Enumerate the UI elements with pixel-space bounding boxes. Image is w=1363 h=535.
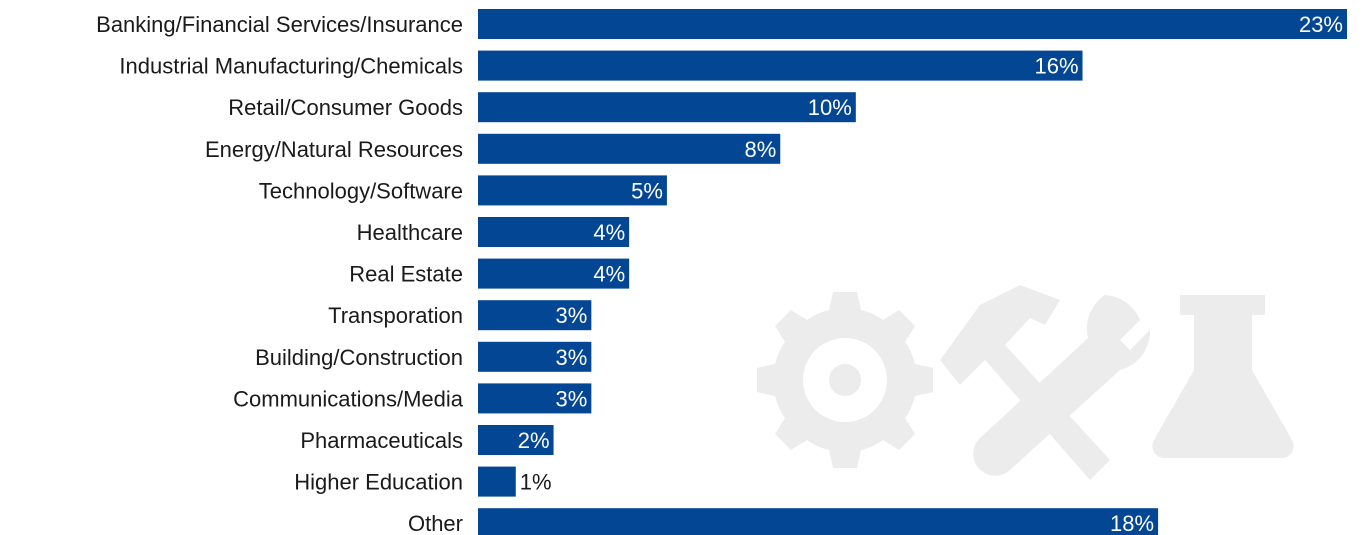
hammer-wrench-icon (940, 285, 1151, 480)
category-label: Higher Education (294, 470, 463, 495)
value-label: 23% (1299, 12, 1343, 37)
value-label: 1% (520, 470, 552, 495)
category-label: Banking/Financial Services/Insurance (96, 12, 463, 37)
bar (478, 217, 630, 247)
category-label: Other (408, 511, 463, 535)
value-label: 10% (808, 95, 852, 120)
value-label: 2% (518, 428, 550, 453)
bar (478, 175, 667, 206)
bar (478, 300, 592, 331)
value-label: 16% (1034, 54, 1078, 79)
value-label: 4% (593, 220, 625, 245)
bar (478, 425, 554, 455)
category-label: Communications/Media (233, 386, 464, 411)
watermark-icons (757, 285, 1294, 480)
value-label: 18% (1110, 511, 1154, 535)
category-label: Healthcare (357, 220, 463, 245)
category-label: Transporation (328, 303, 463, 328)
gear-icon (757, 292, 933, 468)
value-label: 3% (556, 345, 588, 370)
bar (478, 258, 630, 289)
category-label: Industrial Manufacturing/Chemicals (119, 54, 463, 79)
value-label: 3% (556, 386, 588, 411)
category-label: Building/Construction (255, 345, 463, 370)
bars-layer: Banking/Financial Services/Insurance 23% I… (96, 9, 1347, 535)
category-label: Retail/Consumer Goods (228, 95, 463, 120)
bar (478, 341, 592, 372)
category-label: Technology/Software (259, 178, 463, 203)
category-label: Pharmaceuticals (300, 428, 463, 453)
bar (478, 133, 781, 164)
bar (478, 50, 1083, 81)
bar (478, 466, 516, 497)
category-label: Real Estate (349, 262, 463, 287)
flask-icon (1152, 295, 1294, 458)
value-label: 5% (631, 178, 663, 203)
bar (478, 508, 1159, 535)
bar (478, 383, 592, 414)
value-label: 8% (744, 137, 776, 162)
bar (478, 9, 1347, 39)
bar (478, 92, 856, 123)
value-label: 4% (593, 262, 625, 287)
category-label: Energy/Natural Resources (205, 137, 463, 162)
value-label: 3% (556, 303, 588, 328)
